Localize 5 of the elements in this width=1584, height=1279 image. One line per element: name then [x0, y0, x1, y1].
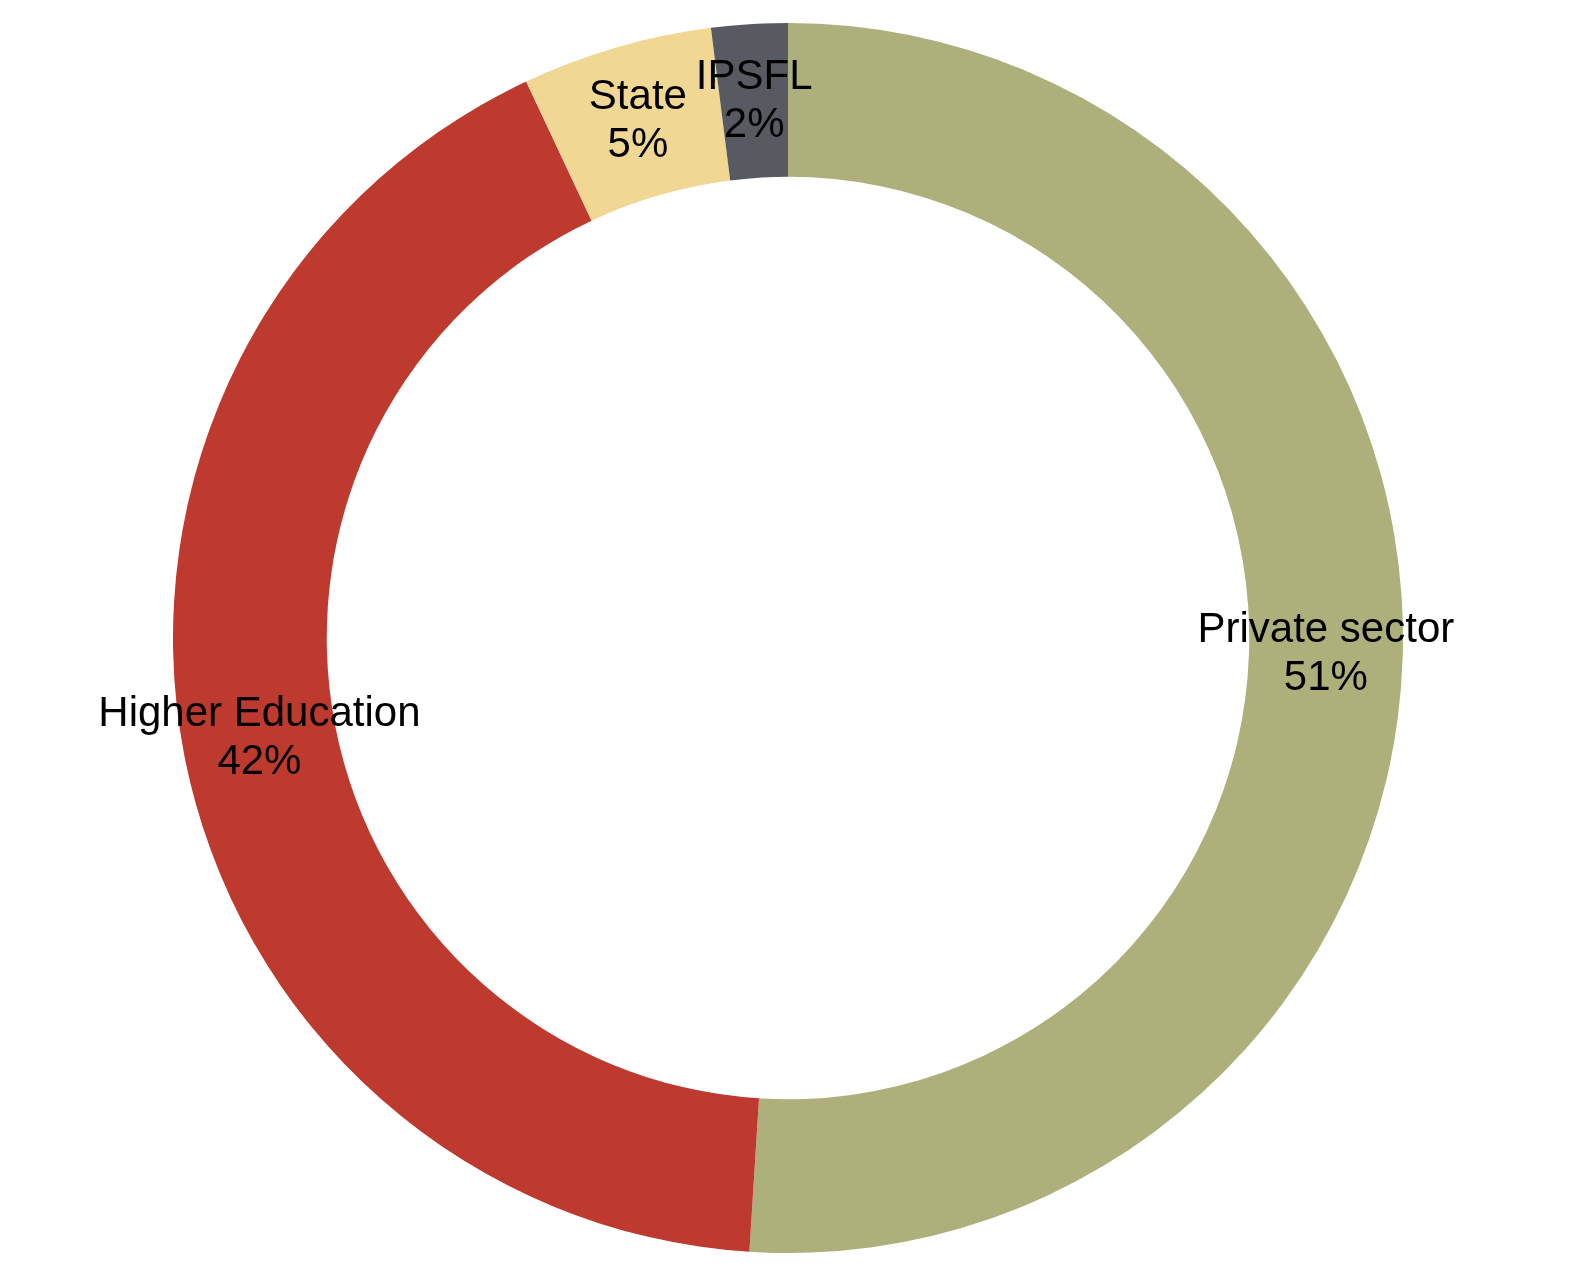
- data-label: 51%: [1283, 652, 1368, 700]
- data-label: 5%: [607, 118, 669, 166]
- slice-label: State: [588, 70, 687, 118]
- data-label: 42%: [217, 736, 302, 784]
- data-label: 2%: [723, 98, 785, 146]
